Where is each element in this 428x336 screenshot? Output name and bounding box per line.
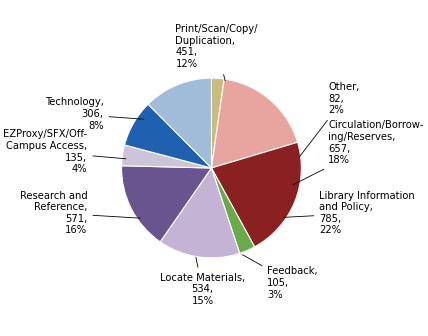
Wedge shape (125, 104, 211, 168)
Text: Technology,
306,
8%: Technology, 306, 8% (45, 97, 144, 131)
Text: Research and
Reference,
571,
16%: Research and Reference, 571, 16% (20, 191, 140, 235)
Wedge shape (211, 79, 297, 168)
Text: Library Information
and Policy,
785,
22%: Library Information and Policy, 785, 22% (284, 191, 415, 235)
Text: Print/Scan/Copy/
Duplication,
451,
12%: Print/Scan/Copy/ Duplication, 451, 12% (175, 24, 258, 81)
Text: Circulation/Borrow-
ing/Reserves,
657,
18%: Circulation/Borrow- ing/Reserves, 657, 1… (293, 120, 424, 185)
Wedge shape (211, 142, 301, 247)
Wedge shape (122, 166, 211, 242)
Wedge shape (122, 145, 211, 168)
Text: Locate Materials,
534,
15%: Locate Materials, 534, 15% (160, 257, 245, 306)
Text: Feedback,
105,
3%: Feedback, 105, 3% (243, 255, 318, 300)
Text: EZProxy/SFX/Off-
Campus Access,
135,
4%: EZProxy/SFX/Off- Campus Access, 135, 4% (3, 129, 126, 174)
Wedge shape (160, 168, 240, 258)
Wedge shape (211, 168, 255, 253)
Wedge shape (148, 78, 211, 168)
Text: Other,
82,
2%: Other, 82, 2% (300, 82, 360, 157)
Wedge shape (211, 78, 224, 168)
